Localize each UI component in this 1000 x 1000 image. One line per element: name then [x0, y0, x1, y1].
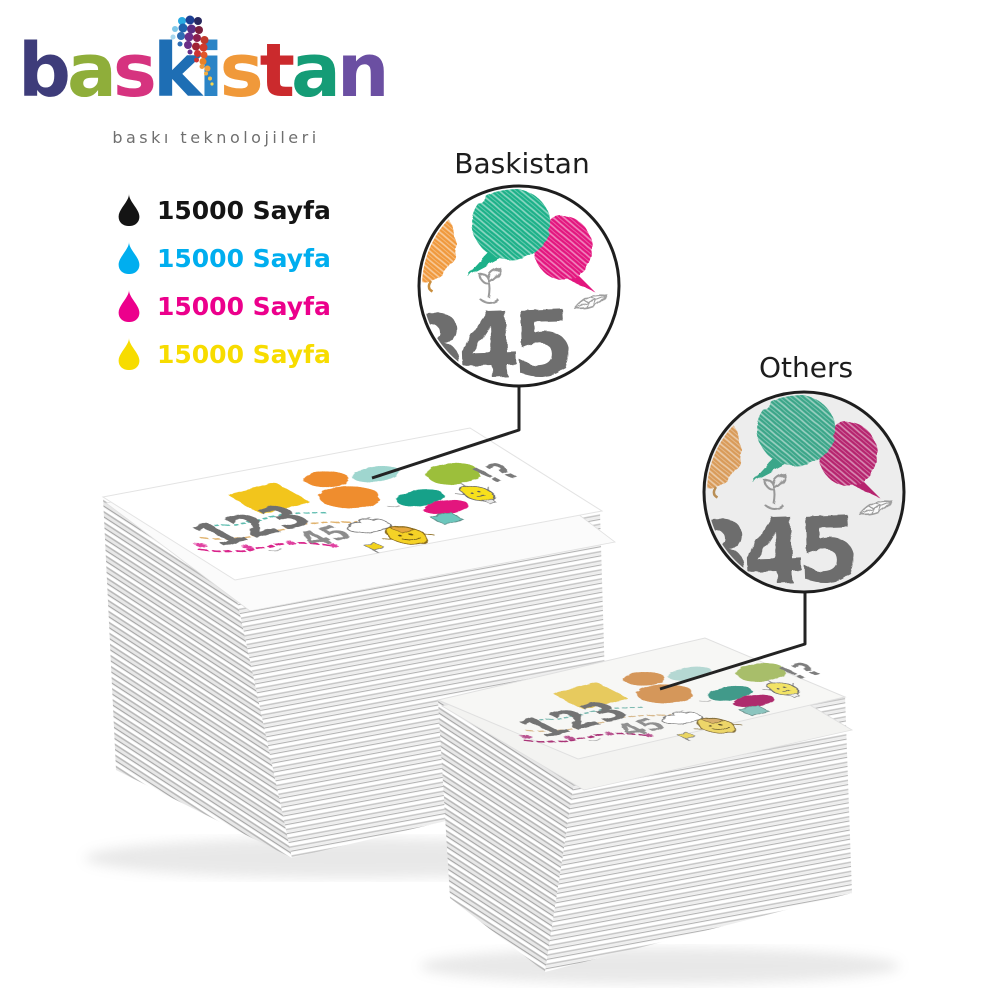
- ink-legend: 15000 Sayfa 15000 Sayfa 15000 Sayfa 1500…: [116, 192, 331, 384]
- ink-drop-shape: [118, 337, 140, 371]
- stack-left-side-face: [233, 512, 608, 858]
- stack-right-print-wash: [462, 643, 886, 767]
- stack-left-front-face: [103, 497, 292, 858]
- logo-letter: n: [336, 28, 390, 114]
- logo-letter: s: [219, 28, 264, 114]
- brand-logo-subtitle: baskı teknolojileri: [112, 128, 320, 147]
- paper-stack-left: [85, 427, 616, 878]
- logo-letter: b: [18, 28, 71, 114]
- stack-left-top-sheet: [101, 427, 604, 581]
- magnifier-others: [702, 390, 906, 594]
- magnifier-others-content: [707, 395, 895, 589]
- ink-drop-shape: [118, 241, 140, 275]
- stack-right-side-face: [545, 695, 852, 972]
- legend-label: 15000 Sayfa: [157, 195, 331, 225]
- logo-letter: i: [198, 28, 223, 114]
- paper-stack-right: [420, 637, 900, 984]
- logo-letter: s: [112, 28, 157, 114]
- stack-left-shadow: [85, 838, 615, 878]
- legend-label: 15000 Sayfa: [157, 243, 331, 273]
- ink-drop-icon: [118, 193, 140, 227]
- magnifier-baskistan-ring: [417, 184, 621, 388]
- magnifier-baskistan-content: [422, 189, 610, 383]
- legend-row-magenta: 15000 Sayfa: [116, 288, 331, 324]
- stack-right-top-sheet: [436, 637, 847, 760]
- brand-logo-word: baskistan: [18, 34, 418, 108]
- legend-label: 15000 Sayfa: [157, 291, 331, 321]
- legend-row-cyan: 15000 Sayfa: [116, 240, 331, 276]
- stack-left-under-sheet: [105, 433, 616, 612]
- ink-drop-shape: [118, 193, 140, 227]
- stack-right-under-sheet: [440, 645, 854, 791]
- ink-drop-icon: [118, 241, 140, 275]
- logo-letter: a: [66, 28, 117, 114]
- ink-drop-shape: [118, 289, 140, 323]
- logo-letter: k: [152, 28, 202, 114]
- legend-row-black: 15000 Sayfa: [116, 192, 331, 228]
- logo-letter: a: [290, 28, 341, 114]
- stack-left-print: [130, 440, 589, 580]
- legend-row-yellow: 15000 Sayfa: [116, 336, 331, 372]
- connector-line-baskistan: [371, 386, 521, 480]
- ink-drop-icon: [118, 337, 140, 371]
- magnifier-baskistan: [417, 184, 621, 388]
- stack-right-print: [462, 643, 886, 767]
- stack-right-shadow: [420, 948, 900, 984]
- callout-label-others: Others: [758, 351, 854, 384]
- callout-label-baskistan: Baskistan: [454, 147, 590, 180]
- logo-letter: t: [259, 28, 295, 114]
- magnifier-others-ring: [702, 390, 906, 594]
- stack-right-front-face: [438, 700, 578, 972]
- ink-drop-icon: [118, 289, 140, 323]
- legend-label: 15000 Sayfa: [157, 339, 331, 369]
- magnifier-others-wash: [707, 395, 895, 589]
- connector-line-others: [659, 592, 807, 691]
